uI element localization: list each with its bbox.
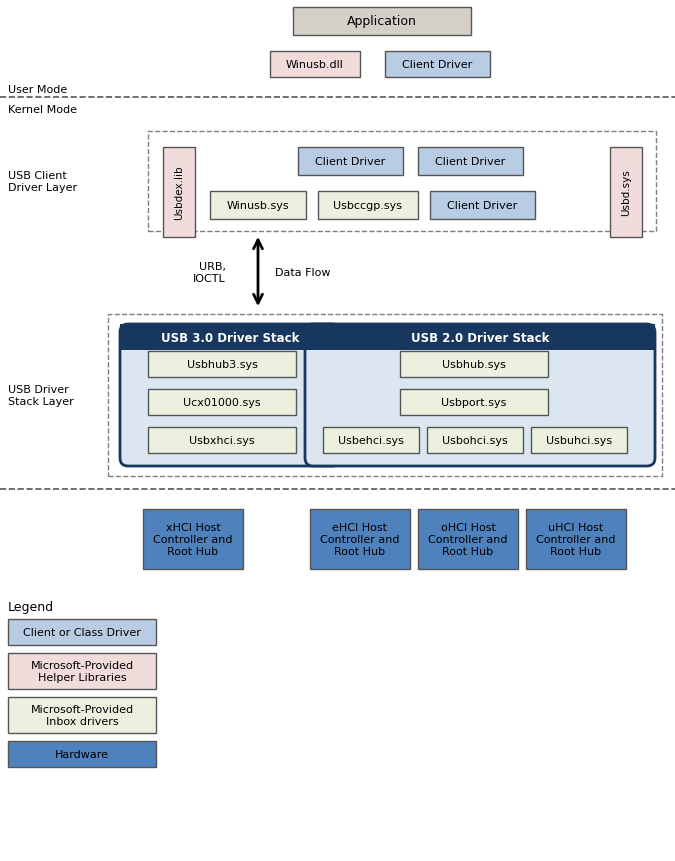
Bar	[298, 148, 403, 176]
FancyBboxPatch shape	[120, 325, 340, 467]
Text: Usbuhci.sys: Usbuhci.sys	[546, 436, 612, 445]
Bar	[418, 148, 523, 176]
Text: URB,
IOCTL: URB, IOCTL	[193, 262, 226, 283]
Bar	[293, 8, 471, 36]
Text: Client Driver: Client Driver	[435, 157, 506, 167]
Bar	[385, 52, 490, 77]
Text: Client Driver: Client Driver	[402, 60, 472, 70]
Text: Microsoft-Provided
Helper Libraries: Microsoft-Provided Helper Libraries	[30, 660, 134, 682]
Text: Client Driver: Client Driver	[315, 157, 385, 167]
Bar	[270, 52, 360, 77]
Text: Client or Class Driver: Client or Class Driver	[23, 628, 141, 637]
Bar	[305, 325, 655, 350]
Text: eHCI Host
Controller and
Root Hub: eHCI Host Controller and Root Hub	[320, 523, 400, 556]
Text: Application: Application	[347, 15, 417, 28]
Bar	[418, 510, 518, 569]
Bar	[8, 653, 156, 689]
Text: oHCI Host
Controller and
Root Hub: oHCI Host Controller and Root Hub	[428, 523, 508, 556]
Text: Usbhub.sys: Usbhub.sys	[442, 360, 506, 369]
Bar	[526, 510, 626, 569]
Bar	[148, 351, 296, 378]
Text: Usbd.sys: Usbd.sys	[621, 170, 631, 216]
Bar	[148, 428, 296, 454]
Text: Usbdex.lib: Usbdex.lib	[174, 165, 184, 220]
Text: Client Driver: Client Driver	[448, 201, 518, 211]
Bar	[210, 192, 306, 220]
Text: Kernel Mode: Kernel Mode	[8, 105, 77, 115]
Bar	[148, 132, 656, 232]
Text: USB 3.0 Driver Stack: USB 3.0 Driver Stack	[161, 331, 299, 344]
Text: Data Flow: Data Flow	[275, 268, 331, 278]
Bar	[310, 510, 410, 569]
Bar	[318, 192, 418, 220]
Text: Usbccgp.sys: Usbccgp.sys	[333, 201, 402, 211]
FancyBboxPatch shape	[305, 325, 655, 467]
Bar	[323, 428, 419, 454]
Text: Legend: Legend	[8, 601, 54, 614]
Bar	[400, 389, 548, 416]
Text: Microsoft-Provided
Inbox drivers: Microsoft-Provided Inbox drivers	[30, 704, 134, 726]
Text: USB 2.0 Driver Stack: USB 2.0 Driver Stack	[411, 331, 549, 344]
Bar	[148, 389, 296, 416]
Bar	[610, 148, 642, 238]
Text: Usbhub3.sys: Usbhub3.sys	[186, 360, 257, 369]
Bar	[108, 314, 662, 476]
Text: Ucx01000.sys: Ucx01000.sys	[183, 398, 261, 407]
Bar	[163, 148, 195, 238]
Text: xHCI Host
Controller and
Root Hub: xHCI Host Controller and Root Hub	[153, 523, 233, 556]
Text: User Mode: User Mode	[8, 85, 68, 95]
Text: Usbport.sys: Usbport.sys	[441, 398, 507, 407]
Bar	[143, 510, 243, 569]
Text: Usbehci.sys: Usbehci.sys	[338, 436, 404, 445]
Text: Usbohci.sys: Usbohci.sys	[442, 436, 508, 445]
Text: Winusb.dll: Winusb.dll	[286, 60, 344, 70]
Text: Usbxhci.sys: Usbxhci.sys	[189, 436, 255, 445]
Text: USB Client
Driver Layer: USB Client Driver Layer	[8, 171, 77, 193]
Bar	[8, 697, 156, 734]
Text: Winusb.sys: Winusb.sys	[227, 201, 290, 211]
Bar	[430, 192, 535, 220]
Bar	[8, 741, 156, 767]
Bar	[400, 351, 548, 378]
Bar	[531, 428, 627, 454]
Text: uHCI Host
Controller and
Root Hub: uHCI Host Controller and Root Hub	[536, 523, 616, 556]
Bar	[8, 619, 156, 645]
Text: Hardware: Hardware	[55, 749, 109, 759]
Text: USB Driver
Stack Layer: USB Driver Stack Layer	[8, 385, 74, 406]
Bar	[427, 428, 523, 454]
Bar	[120, 325, 340, 350]
